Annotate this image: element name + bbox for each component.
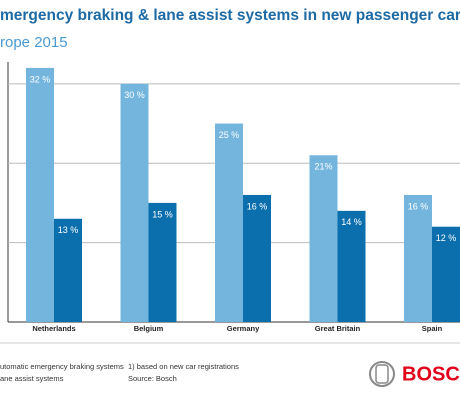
- logo-armature: [375, 364, 389, 384]
- logo-text: BOSCH: [402, 363, 460, 385]
- bar: [26, 67, 54, 322]
- bar: [215, 123, 243, 322]
- x-tick-label: Spain: [422, 324, 443, 333]
- value-label: 15 %: [152, 209, 173, 219]
- x-tick-label: Germany: [227, 324, 260, 333]
- logo-ring: [369, 361, 395, 387]
- value-label: 16 %: [408, 201, 429, 211]
- value-label: 14 %: [341, 217, 362, 227]
- title-text: mergency braking & lane assist systems i…: [0, 7, 460, 24]
- bar: [404, 194, 432, 322]
- bar: [243, 194, 271, 322]
- source: Source: Bosch: [128, 374, 177, 383]
- legend-label: utomatic emergency braking systems: [0, 362, 124, 371]
- chart-title: mergency braking & lane assist systems i…: [0, 5, 460, 24]
- x-tick-label: Great Britain: [315, 324, 361, 333]
- value-label: 25 %: [219, 130, 240, 140]
- value-label: 16 %: [247, 201, 268, 211]
- value-label: 32 %: [30, 74, 51, 84]
- value-label: 21%: [314, 162, 332, 172]
- legend-label: ane assist systems: [0, 374, 64, 383]
- bar: [309, 155, 338, 322]
- bar: [120, 83, 149, 323]
- value-label: 12 %: [436, 233, 457, 243]
- bar: [432, 226, 460, 322]
- bar: [337, 210, 366, 322]
- value-label: 13 %: [58, 225, 79, 235]
- bar: [54, 218, 82, 322]
- value-label: 30 %: [124, 90, 145, 100]
- footnote: 1) based on new car registrations: [128, 362, 239, 371]
- x-tick-label: Netherlands: [32, 324, 75, 333]
- bar: [148, 202, 177, 322]
- chart-subtitle: rope 2015: [0, 34, 68, 51]
- logo: BOSCH: [369, 361, 460, 387]
- x-tick-label: Belgium: [134, 324, 164, 333]
